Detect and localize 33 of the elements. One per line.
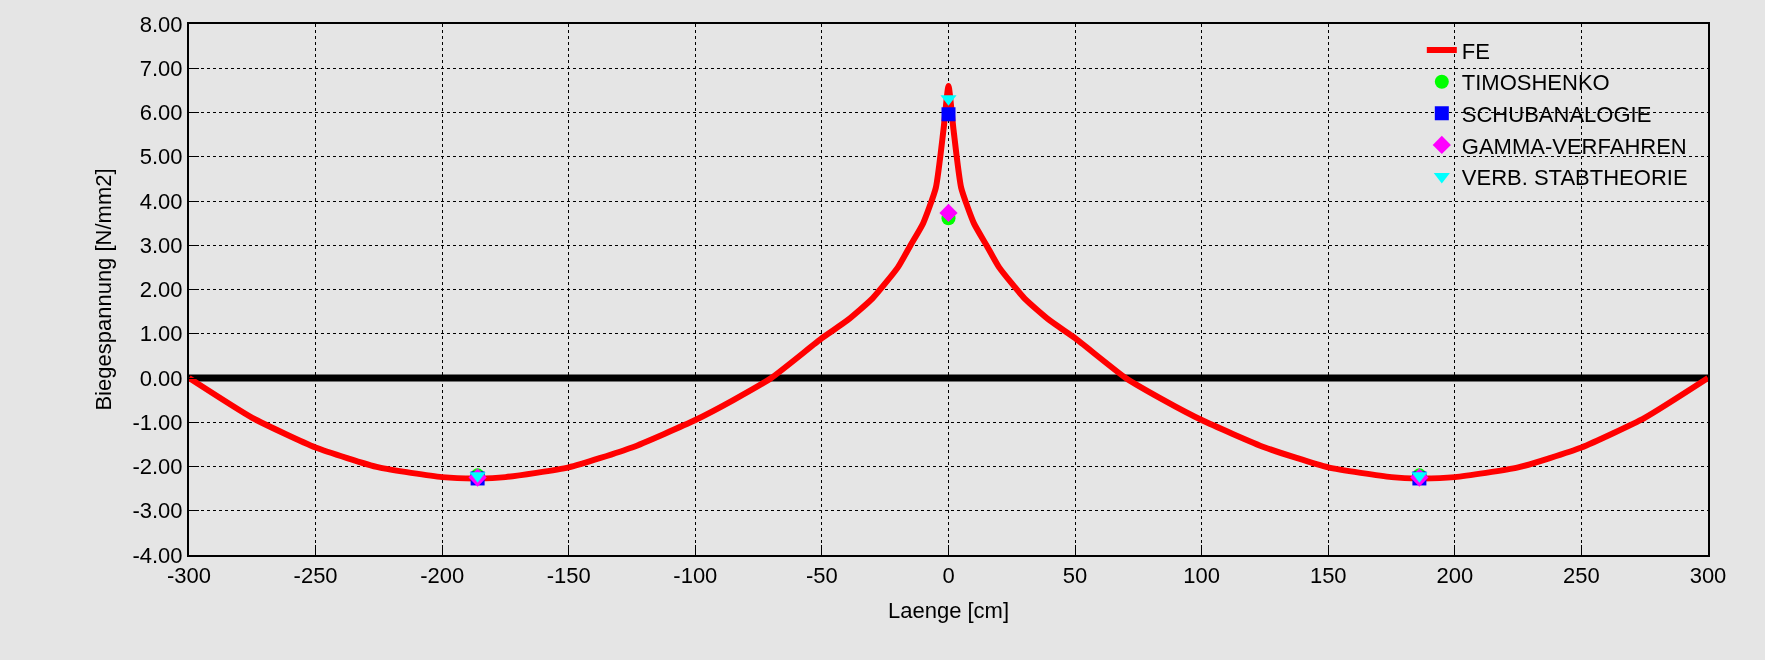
y-tick-label: 2.00 — [139, 277, 183, 303]
legend-label: GAMMA-VERFAHREN — [1461, 133, 1687, 159]
y-tick-label: -3.00 — [132, 498, 183, 524]
point — [939, 203, 958, 223]
y-tick-label: 3.00 — [139, 232, 183, 258]
y-tick-label: 8.00 — [139, 11, 183, 37]
y-tick-label: 0.00 — [139, 365, 183, 391]
x-tick-label: 50 — [1062, 563, 1088, 589]
x-tick-label: -100 — [673, 563, 718, 589]
x-tick-label: 300 — [1689, 563, 1727, 589]
y-tick-label: 5.00 — [139, 144, 183, 170]
y-tick-label: 1.00 — [139, 321, 183, 347]
x-tick-label: 150 — [1309, 563, 1347, 589]
legend-label: TIMOSHENKO — [1461, 70, 1610, 96]
x-tick-label: -200 — [420, 563, 465, 589]
x-tick-label: 100 — [1183, 563, 1221, 589]
x-tick-label: 200 — [1436, 563, 1474, 589]
y-tick-label: 6.00 — [139, 100, 183, 126]
y-tick-label: -2.00 — [132, 454, 183, 480]
x-axis-title: Laenge [cm] — [887, 597, 1010, 623]
x-tick-label: 0 — [942, 563, 955, 589]
x-tick-label: -250 — [293, 563, 338, 589]
y-tick-label: -1.00 — [132, 409, 183, 435]
x-tick-label: 250 — [1563, 563, 1600, 589]
x-tick-label: -50 — [806, 563, 838, 589]
legend-label: FE — [1461, 38, 1490, 64]
point — [941, 107, 956, 122]
y-tick-label: 7.00 — [139, 55, 183, 81]
x-tick-label: -150 — [546, 563, 591, 589]
y-tick-label: 4.00 — [139, 188, 183, 214]
legend-label: SCHUBANALOGIE — [1461, 101, 1652, 127]
y-axis-title: Biegespannung [N/mm2] — [90, 168, 116, 411]
legend-label: VERB. STABTHEORIE — [1461, 165, 1688, 191]
